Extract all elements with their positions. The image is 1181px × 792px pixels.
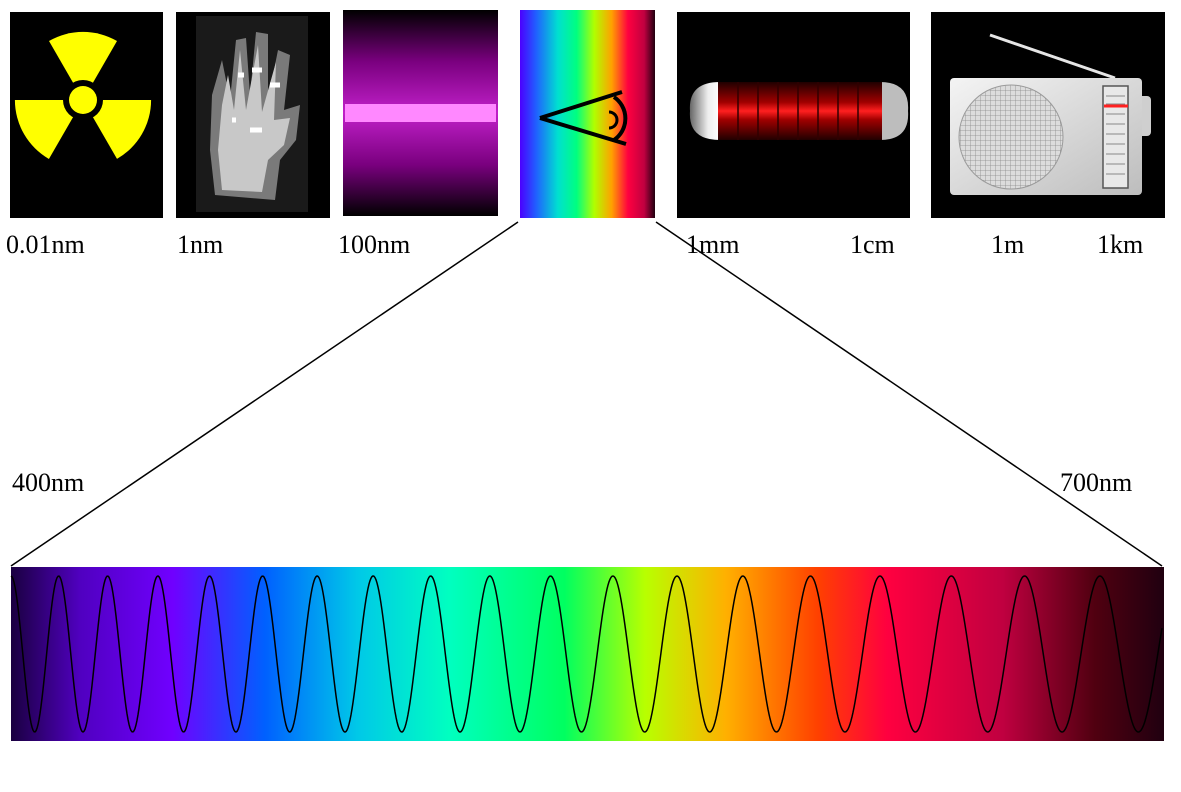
xray-hand-icon — [210, 32, 300, 200]
scale-label-1nm: 1nm — [177, 230, 224, 259]
visible-panel — [520, 10, 655, 218]
visible-start-label: 400nm — [12, 468, 85, 497]
radio-receiver-icon — [950, 33, 1151, 195]
visible-end-label: 700nm — [1060, 468, 1133, 497]
scale-label-0-01nm: 0.01nm — [6, 230, 85, 259]
scale-label-1mm: 1mm — [686, 230, 740, 259]
magnetron-icon — [689, 82, 909, 140]
scale-label-1cm: 1cm — [850, 230, 895, 259]
sine-wave-icon — [10, 575, 1163, 733]
radiation-trefoil-icon — [14, 31, 152, 159]
visible-zoom-lines — [10, 221, 1163, 567]
scale-label-1km: 1km — [1097, 230, 1144, 259]
scale-label-1m: 1m — [991, 230, 1025, 259]
microwave-panel — [677, 12, 910, 218]
scale-label-100nm: 100nm — [338, 230, 411, 259]
radio-panel — [931, 12, 1165, 218]
gamma-ray-panel — [10, 12, 163, 218]
eye-icon — [539, 90, 628, 146]
uv-lamp-icon — [345, 104, 496, 122]
x-ray-panel — [176, 12, 330, 218]
ultraviolet-panel — [343, 10, 498, 216]
